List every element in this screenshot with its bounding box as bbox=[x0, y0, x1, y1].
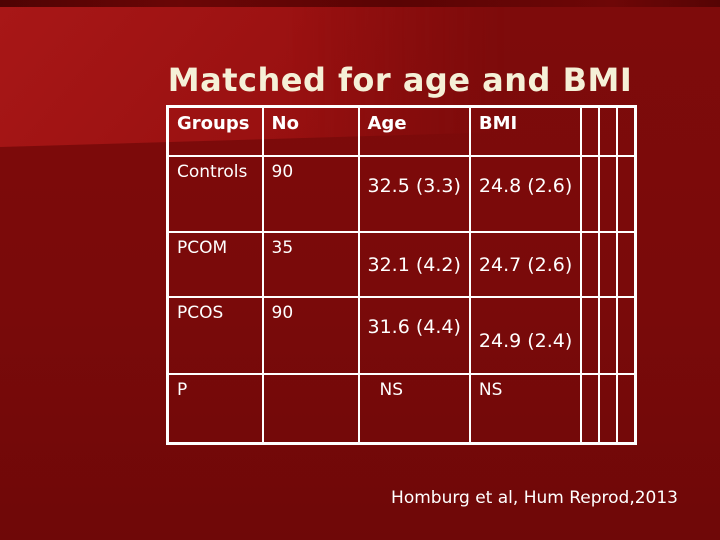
table-row-pcos: PCOS 90 31.6 (4.4) 24.9 (2.4) bbox=[166, 295, 637, 375]
results-table: Groups No Age BMI Controls 90 32.5 (3.3)… bbox=[166, 105, 638, 445]
header-age: Age bbox=[357, 105, 471, 157]
header-no: No bbox=[261, 105, 360, 157]
cell-empty bbox=[616, 295, 637, 375]
cell-bmi: NS bbox=[468, 372, 583, 445]
cell-bmi: 24.9 (2.4) bbox=[468, 295, 583, 375]
table-row-controls: Controls 90 32.5 (3.3) 24.8 (2.6) bbox=[166, 154, 637, 233]
cell-empty bbox=[616, 372, 637, 445]
cell-age: 32.5 (3.3) bbox=[357, 154, 471, 233]
cell-no: 35 bbox=[261, 230, 360, 298]
cell-group: P bbox=[166, 372, 264, 445]
cell-empty bbox=[616, 230, 637, 298]
cell-age: NS bbox=[357, 372, 471, 445]
table-row-pcom: PCOM 35 32.1 (4.2) 24.7 (2.6) bbox=[166, 230, 637, 298]
cell-empty bbox=[580, 372, 601, 445]
cell-empty bbox=[580, 154, 601, 233]
header-bmi: BMI bbox=[468, 105, 583, 157]
header-empty-1 bbox=[580, 105, 601, 157]
cell-empty bbox=[598, 372, 619, 445]
cell-empty bbox=[580, 230, 601, 298]
cell-no: 90 bbox=[261, 154, 360, 233]
header-groups: Groups bbox=[166, 105, 264, 157]
cell-no: 90 bbox=[261, 295, 360, 375]
cell-age: 32.1 (4.2) bbox=[357, 230, 471, 298]
cell-group: Controls bbox=[166, 154, 264, 233]
cell-age: 31.6 (4.4) bbox=[357, 295, 471, 375]
cell-no bbox=[261, 372, 360, 445]
citation: Homburg et al, Hum Reprod,2013 bbox=[391, 488, 678, 508]
table-header-row: Groups No Age BMI bbox=[166, 105, 637, 157]
cell-bmi: 24.7 (2.6) bbox=[468, 230, 583, 298]
cell-group: PCOS bbox=[166, 295, 264, 375]
slide-title: Matched for age and BMI bbox=[167, 61, 633, 100]
cell-empty bbox=[598, 230, 619, 298]
header-empty-2 bbox=[598, 105, 619, 157]
cell-group: PCOM bbox=[166, 230, 264, 298]
header-empty-3 bbox=[616, 105, 637, 157]
cell-bmi: 24.8 (2.6) bbox=[468, 154, 583, 233]
cell-empty bbox=[598, 295, 619, 375]
cell-empty bbox=[616, 154, 637, 233]
table-row-p: P NS NS bbox=[166, 372, 637, 445]
top-border-strip bbox=[0, 0, 720, 7]
cell-empty bbox=[580, 295, 601, 375]
cell-empty bbox=[598, 154, 619, 233]
